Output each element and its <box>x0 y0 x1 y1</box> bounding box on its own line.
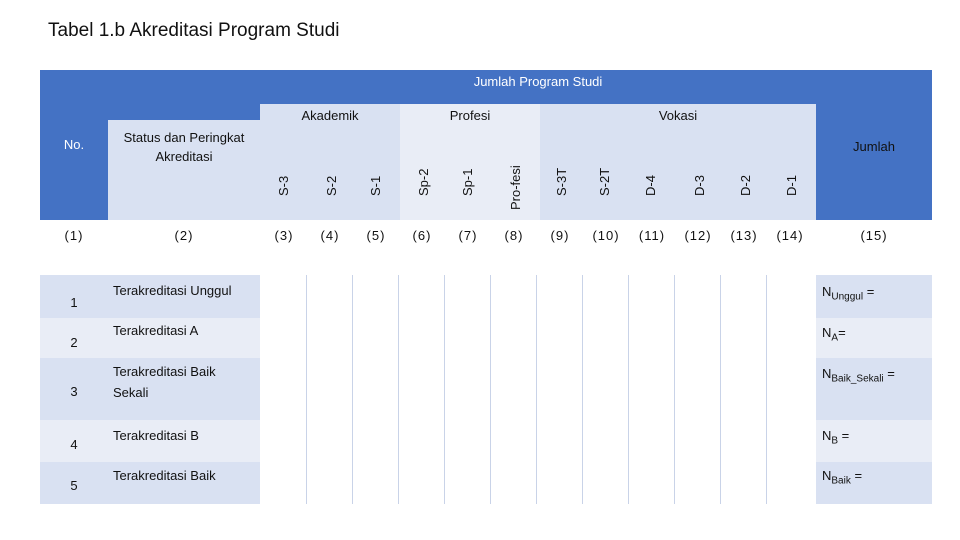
header-no: No. <box>63 136 85 152</box>
header-akademik: Akademik <box>301 107 359 123</box>
colnum-15: (15) <box>860 228 888 243</box>
subcol-d1: D-1 <box>784 175 799 196</box>
subcol-s2: S-2 <box>324 175 339 196</box>
subcol-s3: S-3 <box>276 175 291 196</box>
colnum-10: (10) <box>592 228 620 243</box>
header-status-cell-top <box>108 70 260 120</box>
colnum-7: (7) <box>458 228 478 243</box>
subcol-d2: D-2 <box>738 175 753 196</box>
colnum-12: (12) <box>684 228 712 243</box>
header-jumlah-cell <box>816 70 932 220</box>
subcol-s3t: S-3T <box>554 167 569 196</box>
colnum-14: (14) <box>776 228 804 243</box>
row-sum: NA= <box>822 325 846 344</box>
row-label: Terakreditasi Unggul <box>113 283 232 298</box>
header-status-cell <box>108 120 260 220</box>
row-sum: NUnggul = <box>822 284 875 303</box>
header-vokasi-band <box>540 104 816 220</box>
colnum-5: (5) <box>366 228 386 243</box>
header-akademik-band <box>260 104 400 220</box>
row-label: Terakreditasi B <box>113 428 199 443</box>
subcol-s1: S-1 <box>368 175 383 196</box>
header-jumlah-prodi-cell <box>260 70 816 104</box>
subcol-d3: D-3 <box>692 175 707 196</box>
colnum-6: (6) <box>412 228 432 243</box>
header-jumlah: Jumlah <box>853 139 895 155</box>
colnum-4: (4) <box>320 228 340 243</box>
row-number: 2 <box>70 335 78 350</box>
subcol-s2t: S-2T <box>597 167 612 196</box>
row-label: Terakreditasi Baik <box>113 468 216 483</box>
page-title: Tabel 1.b Akreditasi Program Studi <box>48 20 340 41</box>
colnum-13: (13) <box>730 228 758 243</box>
row-sum: NB = <box>822 428 850 447</box>
header-profesi-band <box>400 104 540 220</box>
header-no-cell <box>40 70 108 220</box>
row-sum: NBaik = <box>822 468 863 487</box>
row-sum: NBaik_Sekali = <box>822 366 895 385</box>
colnum-1: (1) <box>64 228 84 243</box>
header-status: Status dan Peringkat Akreditasi <box>123 129 245 164</box>
header-vokasi: Vokasi <box>658 107 698 123</box>
header-profesi: Profesi <box>449 107 491 123</box>
subcol-sp2: Sp-2 <box>416 168 431 196</box>
row-number: 1 <box>70 295 78 310</box>
row-number: 3 <box>70 384 78 399</box>
row-label: Terakreditasi Baik Sekali <box>113 364 216 400</box>
data-area <box>260 275 816 504</box>
row-number: 5 <box>70 478 78 493</box>
colnum-11: (11) <box>638 228 666 243</box>
colnum-8: (8) <box>504 228 524 243</box>
row-number: 4 <box>70 437 78 452</box>
header-jumlah-program-studi: Jumlah Program Studi <box>473 73 603 89</box>
subcol-sp1: Sp-1 <box>460 168 475 196</box>
row-label: Terakreditasi A <box>113 323 199 338</box>
colnum-9: (9) <box>550 228 570 243</box>
subcol-d4: D-4 <box>643 175 658 196</box>
colnum-2: (2) <box>174 228 194 243</box>
colnum-3: (3) <box>274 228 294 243</box>
subcol-profesi: Pro-fesi <box>508 165 523 210</box>
